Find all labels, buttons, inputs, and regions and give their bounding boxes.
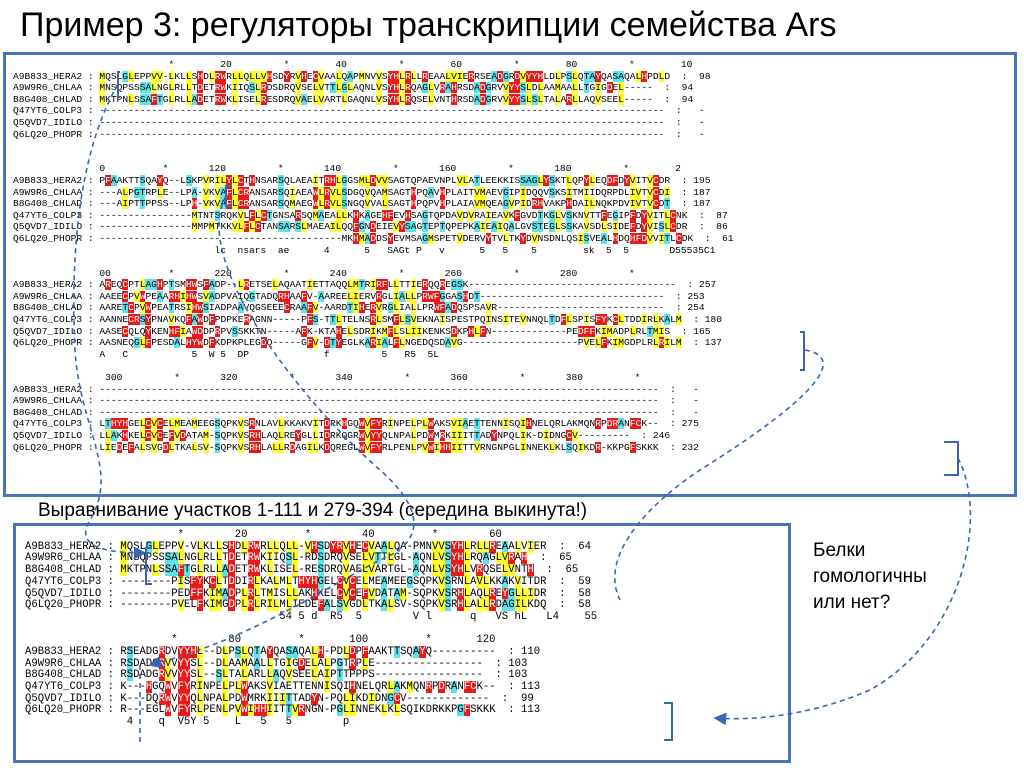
slide-title: Пример 3: регуляторы транскрипции семейс… (20, 6, 837, 44)
link-arrow-mid (148, 195, 415, 669)
sequence-row: A9B833_HERA2 : MQSLGLEPPVV-LKLLSHDLRWRLL… (13, 70, 711, 82)
bracket-arrow-mid (225, 185, 232, 207)
link-arrow-right (614, 349, 824, 601)
question-line: Белки (813, 540, 866, 561)
sequence-row: Q47YT6_COLP3 : --------PISFYKCLTDDIRLKAL… (25, 575, 591, 588)
sequence-row: Q47YT6_COLP3 : ----------------MTNTSRQKV… (13, 209, 728, 221)
sequence-row: Q47YT6_COLP3 : LTHYHGELCVCELMEAMEEGSQPKV… (13, 418, 699, 430)
consensus-line: 54 5 d R5 5 V l q VS hL L4 55 (25, 610, 598, 623)
sequence-row: A9W9R6_CHLAA : MNSQPSSSALNGLRLLTDETRWKII… (25, 552, 572, 565)
sequence-row: A9W9R6_CHLAA : -------------------------… (13, 395, 699, 407)
sequence-row: A9B833_HERA2 : AREQCPTLAGHPTSMHWSFADP--L… (13, 279, 717, 291)
sequence-row: A9W9R6_CHLAA : ---ALPGTRPLE--LPA-VKVAFLC… (13, 186, 711, 198)
sequence-row: Q6LQ20_PHOPR : R---EGLWVFYRLPENLPVWIHHII… (25, 704, 541, 717)
sequence-row: B8G408_CHLAD : MKTPNLSSAFTGLRLLADETRWKLI… (13, 93, 694, 105)
sequence-row: A9B833_HERA2 : RSEADGRDVYYHL--DLPSLQTAYQ… (25, 645, 541, 658)
sequence-row: A9B833_HERA2 : -------------------------… (13, 383, 699, 395)
consensus-line: lc nsars ae 4 5 SAGt P v 5 5 5 sk 5 5 D5… (13, 244, 716, 256)
bracket-arrow-end (944, 441, 959, 476)
bracket-arrow-right (800, 331, 805, 371)
sequence-row: Q5QVD7_IDILO : -------------------------… (13, 116, 705, 128)
trimmed-alignment-panel: * 20 * 40 * 60 A9B833_HERA2 : MQSLGLEPPV-… (13, 523, 791, 763)
consensus-line: 4 q V5Y 5 L 5 5 p (25, 716, 350, 729)
consensus-line: A C 5 W 5 DP f 5 R5 5L (13, 348, 440, 360)
sequence-row: Q5QVD7_IDILO : AASECQLQYKENHFIAWDDPRPVSS… (13, 325, 711, 337)
sequence-row: Q6LQ20_PHOPR : -------------------------… (13, 128, 705, 140)
trimmed-alignment-text: * 20 * 40 * 60 A9B833_HERA2 : MQSLGLEPPV-… (25, 529, 598, 729)
sequence-row: A9W9R6_CHLAA : MNSQPSSSALNGLRLLTDETRWKII… (13, 82, 694, 94)
sequence-row: Q47YT6_COLP3 : AANNECRSYPNAVKQFAWDFPDPKE… (13, 314, 722, 326)
full-alignment-text: * 20 * 40 * 60 * 80 * 10 A9B833_HERA2 : M… (13, 59, 734, 465)
ruler-line: * 80 * 100 * 120 (25, 634, 496, 647)
ruler-line: 00 * 220 * 240 * 260 * 280 * (13, 267, 635, 279)
sequence-row: Q6LQ20_PHOPR : AASNEQGLFPESDALHYWDFKDPKP… (13, 337, 722, 349)
question-line: или нет? (813, 592, 891, 613)
sequence-row: Q5QVD7_IDILO : K---DQRWVYYQLNPALPDWMRKII… (25, 692, 534, 705)
sequence-row: Q5QVD7_IDILO : --------PEDFFKIMADPLRLTMI… (25, 587, 591, 600)
sequence-row: Q47YT6_COLP3 : -------------------------… (13, 105, 705, 117)
sequence-row: Q6LQ20_PHOPR : -------------------------… (13, 232, 734, 244)
sequence-row: Q5QVD7_IDILO : LLAKHKELCVCEFVDATAM-SQPKV… (13, 430, 671, 441)
trim-bracket-top (145, 547, 152, 585)
ruler-line: * 20 * 40 * 60 * 80 * 10 (13, 59, 693, 70)
trim-bracket-bottom (664, 702, 673, 741)
sequence-row: Q47YT6_COLP3 : K---HGQWVFYRINPELPLWAKSVI… (25, 681, 541, 694)
ruler-line: 0 * 120 * 140 * 160 * 180 * 2 (13, 163, 681, 175)
ruler-line: * 20 * 40 * 60 (25, 529, 502, 541)
sequence-row: Q6LQ20_PHOPR : --------PVELFKIMGDPLRLRIL… (25, 599, 591, 612)
sequence-row: B8G408_CHLAD : MKTPNLSSAFTGLRLLADETRWKLI… (25, 564, 579, 577)
sequence-row: A9W9R6_CHLAA : AAEECPVWPEAARHIHWSVADPVAI… (13, 290, 705, 302)
sequence-row: Q6LQ20_PHOPR : LIEDEFALSVGDLTKALSV-SQPKV… (13, 441, 699, 453)
sequence-row: B8G408_CHLAD : AARETCPVWPEATRSIHWSIADPAA… (13, 302, 705, 314)
alignment-caption: Выравнивание участков 1-111 и 279-394 (с… (38, 500, 588, 521)
question-line: гомологичны (813, 566, 927, 587)
link-arrow-end (713, 457, 972, 726)
sequence-row: B8G408_CHLAD : ---AIPTTPPSS--LPH-VKVAFLC… (13, 198, 711, 210)
sequence-row: B8G408_CHLAD : RSDADGRVVYYSL--SLTALARLLA… (25, 669, 528, 682)
homology-question: Белки гомологичны или нет? (813, 538, 927, 616)
sequence-row: A9B833_HERA2 : MQSLGLEPPV-VLKLLSHDLRWRLL… (25, 540, 591, 553)
link-arrow-left (73, 83, 147, 560)
sequence-row: B8G408_CHLAD : -------------------------… (13, 406, 699, 418)
sequence-row: Q5QVD7_IDILO : ----------------MMPMTKKVL… (13, 221, 728, 233)
sequence-row: A9B833_HERA2 : PFAAKTTSQAYQ--LSKPVRILYLC… (13, 174, 711, 186)
full-alignment-panel: * 20 * 40 * 60 * 80 * 10 A9B833_HERA2 : M… (3, 52, 1017, 497)
